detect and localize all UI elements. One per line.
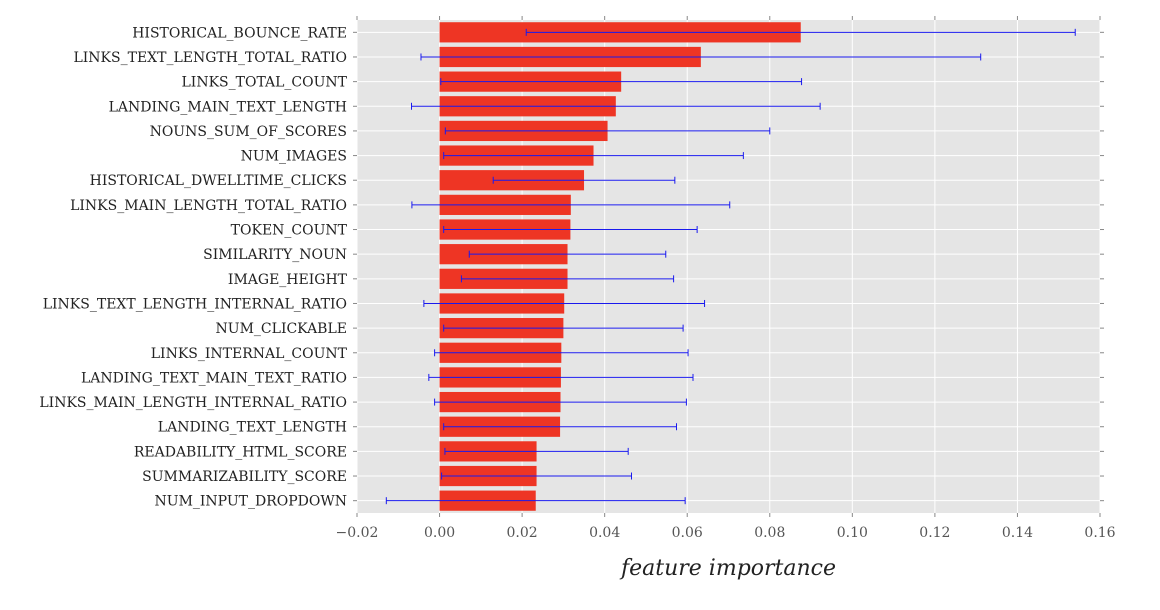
x-tick-label: 0.06 [672, 525, 703, 541]
y-tick-label: LANDING_TEXT_MAIN_TEXT_RATIO [81, 370, 347, 386]
error-bars [385, 28, 1076, 505]
y-tick-label: SUMMARIZABILITY_SCORE [142, 469, 347, 485]
y-tick-label: SIMILARITY_NOUN [203, 247, 347, 263]
y-tick-label: LINKS_MAIN_LENGTH_INTERNAL_RATIO [39, 395, 347, 411]
y-tick-label: HISTORICAL_BOUNCE_RATE [132, 25, 347, 41]
y-tick-label: NUM_INPUT_DROPDOWN [155, 494, 347, 510]
x-tick-label: 0.12 [919, 525, 950, 541]
x-tick-label: 0.04 [589, 525, 620, 541]
y-tick-label: NOUNS_SUM_OF_SCORES [150, 124, 347, 140]
y-tick-label: READABILITY_HTML_SCORE [134, 444, 347, 460]
y-tick-label: LINKS_TOTAL_COUNT [182, 75, 348, 91]
y-tick-label: LINKS_TEXT_LENGTH_INTERNAL_RATIO [43, 296, 347, 312]
x-tick-label: 0.02 [507, 525, 538, 541]
y-tick-label: LINKS_INTERNAL_COUNT [151, 346, 348, 362]
x-axis-label: feature importance [619, 556, 836, 581]
y-tick-label: NUM_IMAGES [241, 149, 347, 165]
x-tick-label: 0.16 [1084, 525, 1115, 541]
x-tick-label: 0.08 [754, 525, 785, 541]
x-tick-label: −0.02 [336, 525, 379, 541]
y-tick-label: LINKS_TEXT_LENGTH_TOTAL_RATIO [73, 50, 347, 66]
x-tick-label: 0.00 [424, 525, 455, 541]
y-tick-label: LINKS_MAIN_LENGTH_TOTAL_RATIO [70, 198, 347, 214]
y-tick-label: LANDING_MAIN_TEXT_LENGTH [109, 99, 347, 115]
y-tick-label: IMAGE_HEIGHT [228, 272, 348, 288]
y-tick-label: NUM_CLICKABLE [216, 321, 347, 337]
x-tick-labels: −0.02 0.00 0.02 0.04 0.06 0.08 0.10 0.12 0.14 0.1… [336, 16, 1116, 541]
y-tick-label: HISTORICAL_DWELLTIME_CLICKS [90, 173, 347, 189]
x-tick-label: 0.10 [837, 525, 868, 541]
y-tick-labels: HISTORICAL_BOUNCE_RATE LINKS_TEXT_LENGTH_… [39, 25, 1104, 510]
y-tick-label: TOKEN_COUNT [231, 223, 348, 239]
y-tick-label: LANDING_TEXT_LENGTH [158, 420, 347, 436]
x-tick-label: 0.14 [1002, 525, 1033, 541]
plot-area [357, 20, 1100, 513]
